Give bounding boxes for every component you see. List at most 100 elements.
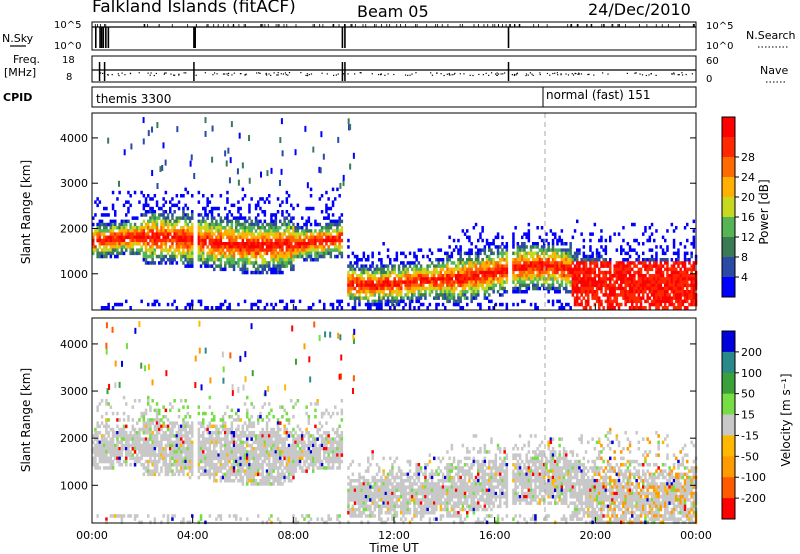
range-gate-cell (463, 232, 467, 236)
range-gate-cell (428, 293, 432, 297)
nave-dot (415, 72, 417, 74)
range-gate-cell (149, 520, 152, 525)
nave-dot (539, 72, 541, 74)
range-gate-cell (105, 399, 108, 403)
range-gate-cell (153, 459, 157, 464)
range-gate-cell (175, 421, 179, 425)
nave-dot (99, 72, 102, 74)
range-gate-cell (492, 280, 495, 284)
range-gate-cell (400, 283, 403, 288)
range-gate-cell (259, 242, 262, 246)
range-gate-cell (147, 395, 150, 400)
range-gate-cell (197, 213, 201, 217)
range-gate-cell (149, 226, 152, 230)
range-gate-cell (375, 286, 379, 291)
range-gate-cell (419, 274, 423, 278)
range-gate-cell (527, 283, 531, 288)
range-gate-cell (650, 222, 654, 227)
range-gate-cell (459, 254, 462, 259)
range-gate-cell (338, 242, 341, 246)
nave-dot (635, 72, 637, 74)
range-gate-cell (496, 277, 500, 281)
range-gate-cell (637, 283, 641, 288)
range-gate-cell (138, 200, 141, 204)
range-gate-cell (151, 238, 154, 243)
range-gate-cell (452, 302, 456, 307)
range-gate-cell (371, 277, 374, 281)
range-gate-cell (670, 264, 674, 268)
range-gate-cell (472, 264, 476, 268)
range-gate-cell (285, 258, 289, 262)
range-gate-cell (672, 261, 676, 265)
range-gate-cell (272, 213, 275, 217)
range-gate-cell (631, 306, 634, 310)
range-gate-cell (206, 437, 209, 441)
range-gate-cell (238, 132, 241, 139)
range-gate-cell (171, 242, 174, 246)
range-gate-cell (457, 238, 460, 243)
range-gate-cell (459, 296, 462, 300)
range-gate-cell (672, 264, 676, 268)
range-gate-cell (648, 261, 652, 265)
range-gate-cell (105, 520, 108, 525)
range-gate-cell (188, 242, 192, 246)
range-gate-cell (329, 254, 333, 259)
range-gate-cell (644, 258, 647, 262)
range-gate-cell (206, 459, 209, 464)
range-gate-cell (679, 296, 682, 300)
range-gate-cell (536, 242, 539, 246)
range-gate-cell (369, 277, 372, 281)
range-gate-cell (202, 251, 205, 256)
range-gate-cell (180, 226, 183, 230)
range-gate-cell (208, 431, 212, 435)
range-gate-cell (98, 226, 102, 230)
range-gate-cell (144, 258, 148, 262)
range-gate-cell (545, 264, 548, 268)
range-gate-cell (655, 302, 658, 307)
range-gate-cell (151, 229, 154, 233)
range-gate-cell (459, 267, 462, 272)
range-gate-cell (103, 232, 106, 236)
range-gate-cell (554, 254, 557, 259)
range-gate-cell (241, 251, 245, 256)
range-gate-cell (461, 290, 465, 294)
range-gate-cell (686, 283, 689, 288)
range-gate-cell (670, 299, 674, 304)
range-gate-cell (571, 270, 575, 275)
range-gate-cell (642, 232, 645, 236)
range-gate-cell (620, 245, 623, 249)
range-gate-cell (153, 440, 157, 445)
range-gate-cell (94, 213, 97, 217)
range-gate-cell (353, 299, 357, 304)
range-gate-cell (631, 274, 634, 278)
range-gate-cell (347, 245, 350, 249)
range-gate-cell (472, 283, 476, 288)
range-gate-cell (413, 293, 416, 297)
range-gate-cell (576, 264, 579, 268)
range-gate-cell (461, 293, 465, 297)
range-gate-cell (298, 248, 302, 252)
range-gate-cell (246, 229, 249, 233)
range-gate-cell (562, 242, 566, 246)
range-gate-cell (415, 270, 418, 275)
range-gate-cell (606, 264, 610, 268)
range-gate-cell (257, 299, 260, 304)
range-gate-cell (125, 456, 128, 461)
range-gate-cell (285, 197, 289, 201)
range-gate-cell (545, 251, 548, 256)
range-gate-cell (120, 520, 124, 525)
range-gate-cell (206, 254, 209, 259)
range-gate-cell (439, 270, 443, 275)
range-gate-cell (177, 440, 181, 445)
nave-dot (449, 74, 451, 76)
range-gate-cell (274, 226, 278, 230)
range-gate-cell (186, 264, 190, 268)
range-gate-cell (593, 261, 597, 265)
nsearch-tick-top: 10^5 (706, 21, 733, 32)
range-gate-cell (604, 264, 608, 268)
range-gate-cell (109, 466, 113, 470)
range-gate-cell (305, 242, 308, 246)
range-gate-cell (144, 443, 148, 448)
range-gate-cell (615, 274, 619, 278)
nave-dot (265, 73, 267, 75)
